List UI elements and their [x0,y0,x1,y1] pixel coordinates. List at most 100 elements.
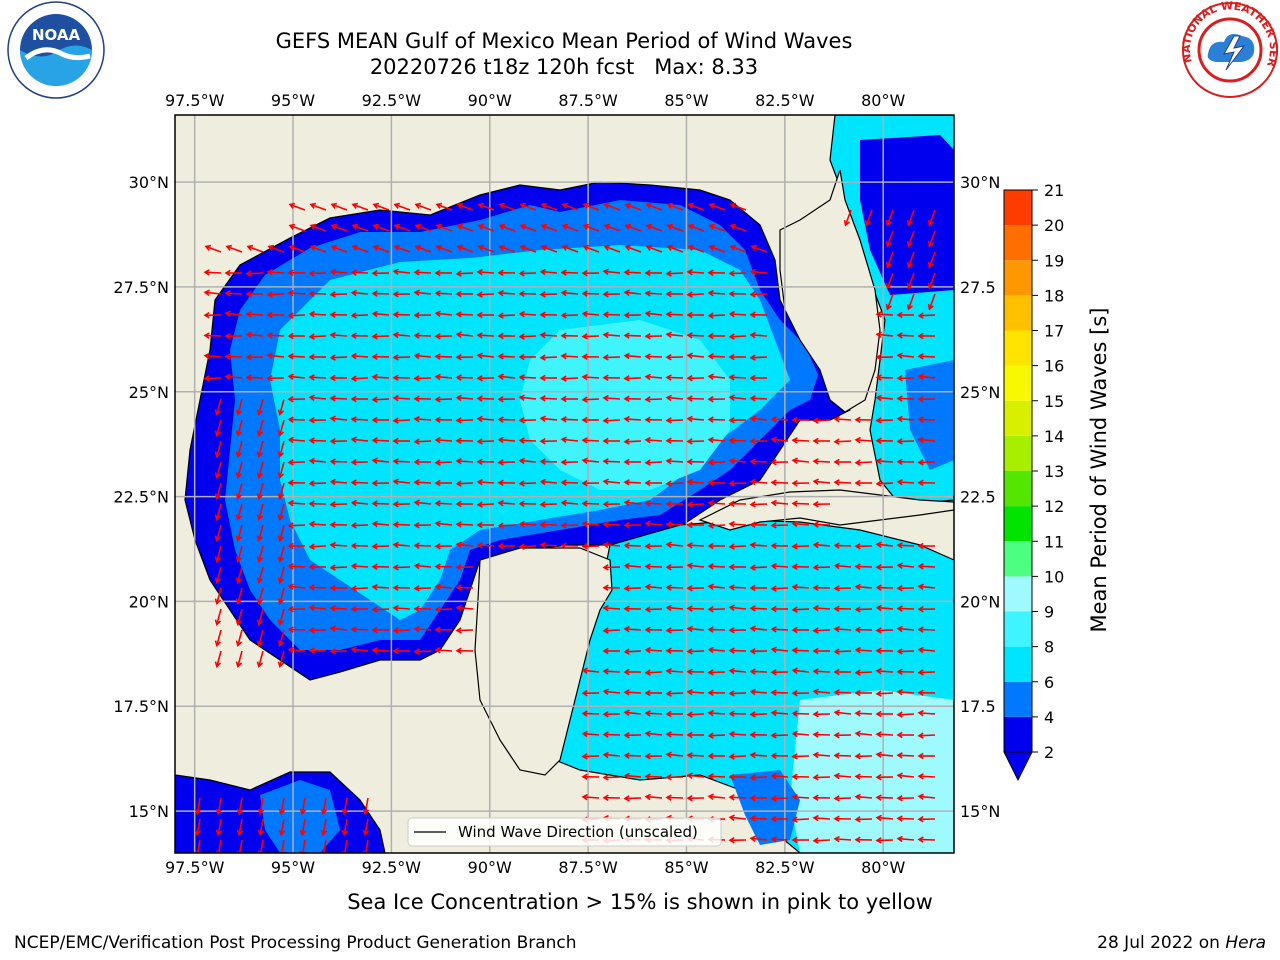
wind-arrow-head [277,661,285,668]
wind-arrow-head [686,415,693,423]
wind-arrow-head [623,625,630,633]
wind-arrow [834,564,852,568]
wind-arrow-head [476,478,483,486]
wind-arrow [477,544,495,547]
wind-arrow-head [329,478,336,486]
wind-arrow [196,797,201,814]
wind-arrow-head [623,352,630,360]
wind-arrow-head [235,661,243,668]
wind-arrow [289,375,306,379]
wind-arrow [792,732,810,736]
wind-arrow [330,356,348,359]
wind-arrow [603,733,621,736]
wind-arrow [729,733,747,736]
wind-arrow [288,628,306,631]
wind-arrow-head [686,438,693,445]
wind-arrow-head [623,499,630,506]
wind-arrow-head [392,478,399,485]
wind-arrow [708,671,726,674]
wind-arrow-head [581,689,588,697]
wind-arrow [258,650,264,667]
wind-arrow-head [917,773,924,780]
lat-tick-label-left: 22.5°N [113,488,169,507]
wind-arrow-head [329,331,336,339]
wind-arrow-head [308,353,315,361]
wind-arrow-head [581,500,588,507]
wind-arrow-head [371,543,378,550]
wind-arrow-head [833,689,840,696]
wind-arrow-head [455,541,462,548]
wind-arrow-head [623,332,630,339]
wind-arrow [918,838,936,841]
wind-arrow [604,245,621,253]
wind-arrow-head [707,479,714,487]
wind-arrow-head [413,415,420,423]
wind-arrow-head [833,772,840,780]
wind-arrow-head [581,793,588,801]
wind-arrow [708,648,726,652]
wind-arrow-head [917,459,924,466]
wind-arrow [582,522,600,526]
colorbar-under-arrow [1003,751,1033,782]
wind-arrow-head [350,436,357,443]
wind-arrow-head [812,564,819,571]
wind-arrow-head [287,269,294,277]
lon-tick-label-top: 95°W [271,91,315,110]
wind-arrow-head [581,773,588,781]
colorbar-segment [1004,541,1032,577]
wind-arrow [456,606,474,610]
wind-arrow [238,818,243,835]
lat-tick-label-right: 27.5 [960,278,996,297]
wind-arrow [247,333,264,337]
wind-arrow-head [707,542,714,550]
wind-arrow [478,354,495,358]
wind-arrow [351,587,369,590]
wind-arrow [216,608,222,625]
wind-arrow-head [413,395,420,403]
wind-arrow-head [414,202,422,209]
wind-arrow [351,565,369,568]
lat-tick-label-left: 27.5°N [113,278,169,297]
wind-arrow-head [686,794,693,802]
wind-arrow-head [686,311,693,319]
wind-arrow-head [497,499,504,507]
wind-arrow-head [749,711,756,718]
wind-arrow [414,587,432,590]
wind-arrow-head [455,417,462,424]
wind-arrow [624,334,642,337]
wind-arrow [238,839,243,853]
wind-arrow-head [906,303,913,311]
wind-arrow-head [812,774,819,781]
wind-arrow [330,334,348,337]
wind-arrow [216,650,222,667]
wind-arrow [322,818,327,835]
wind-arrow-head [288,244,296,251]
wind-arrow-head [812,478,819,485]
wind-arrow [907,272,915,289]
wind-arrow-head [665,353,672,361]
wind-arrow [688,774,705,778]
wind-arrow-head [707,773,714,780]
wind-arrow [688,245,705,253]
wind-arrow [813,566,831,569]
wind-arrow-head [728,500,735,508]
wind-arrow-head [267,244,275,251]
wind-arrow-head [686,501,693,508]
wind-arrow [498,438,516,442]
wind-arrow [519,272,537,275]
wind-arrow-head [581,290,588,297]
wind-arrow [645,585,663,589]
wind-arrow [918,648,936,652]
wind-arrow [687,293,705,296]
wind-arrow [436,522,453,526]
wind-arrow [561,501,579,505]
wind-arrow-head [665,374,672,381]
wind-arrow-head [308,520,315,528]
wind-arrow-head [644,520,651,527]
wind-arrow [793,459,810,463]
wind-arrow [582,439,600,442]
wind-arrow-head [277,409,285,416]
wind-arrow-head [665,647,672,655]
wind-arrow-head [371,457,378,464]
wind-arrow-head [854,479,861,487]
